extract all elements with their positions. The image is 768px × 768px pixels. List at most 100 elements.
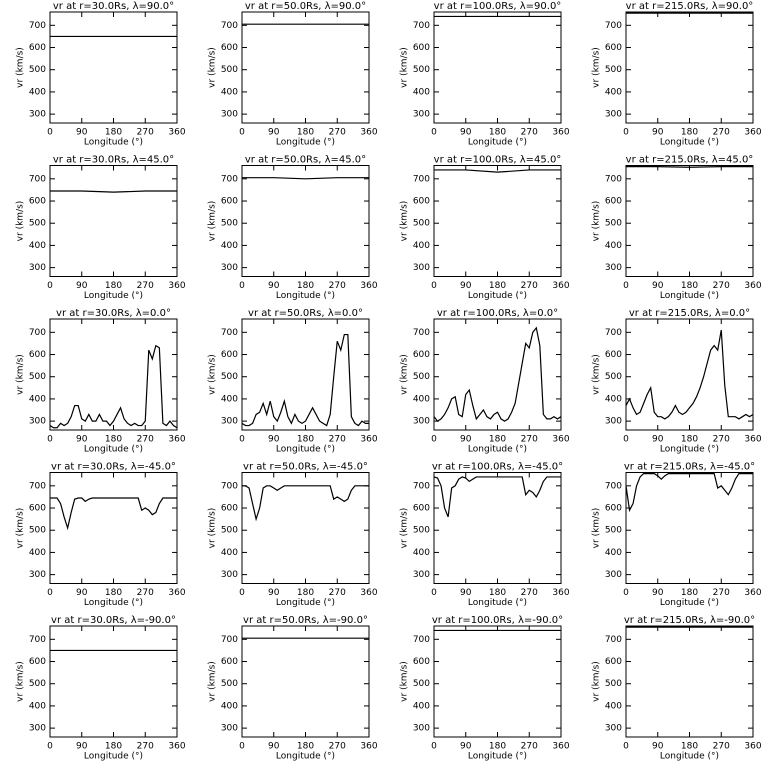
chart-title: vr at r=30.0Rs, λ=90.0° xyxy=(53,1,174,12)
x-axis-label: Longitude (°) xyxy=(660,291,719,301)
x-tick-label: 180 xyxy=(105,281,122,291)
x-tick-label: 180 xyxy=(105,435,122,445)
y-axis-label: vr (km/s) xyxy=(592,508,602,549)
plot-frame xyxy=(433,11,562,124)
y-tick-label: 400 xyxy=(221,548,238,558)
y-tick-label: 700 xyxy=(221,174,238,184)
y-tick-label: 600 xyxy=(413,350,430,360)
x-tick-label: 180 xyxy=(105,588,122,598)
y-tick-label: 400 xyxy=(221,87,238,97)
x-axis-label: Longitude (°) xyxy=(276,138,335,148)
y-tick-label: 400 xyxy=(221,241,238,251)
x-tick-label: 90 xyxy=(652,281,664,291)
y-tick-label: 500 xyxy=(605,372,622,382)
chart-title: vr at r=100.0Rs, λ=90.0° xyxy=(434,1,562,12)
y-axis-label: vr (km/s) xyxy=(400,661,410,702)
y-tick-label: 600 xyxy=(605,350,622,360)
y-axis-label: vr (km/s) xyxy=(400,354,410,395)
y-axis-label: vr (km/s) xyxy=(592,354,602,395)
y-tick-label: 600 xyxy=(221,350,238,360)
y-tick-label: 600 xyxy=(221,657,238,667)
x-tick-label: 270 xyxy=(137,588,154,598)
y-tick-label: 400 xyxy=(29,548,46,558)
y-tick-label: 700 xyxy=(29,481,46,491)
x-tick-label: 360 xyxy=(552,435,569,445)
y-tick-label: 700 xyxy=(413,328,430,338)
y-tick-label: 500 xyxy=(221,219,238,229)
y-tick-label: 500 xyxy=(29,219,46,229)
y-axis-label: vr (km/s) xyxy=(208,201,218,242)
x-axis-label: Longitude (°) xyxy=(276,445,335,455)
x-tick-label: 0 xyxy=(431,435,437,445)
data-line xyxy=(433,476,561,518)
x-tick-label: 180 xyxy=(297,588,314,598)
y-axis-label: vr (km/s) xyxy=(16,201,26,242)
x-tick-label: 180 xyxy=(105,128,122,138)
y-tick-label: 600 xyxy=(605,504,622,514)
plot-frame xyxy=(241,11,370,124)
x-tick-label: 360 xyxy=(168,435,185,445)
x-axis-label: Longitude (°) xyxy=(468,752,527,762)
x-tick-label: 180 xyxy=(681,435,698,445)
x-axis-label: Longitude (°) xyxy=(276,291,335,301)
plot-frame xyxy=(625,165,754,277)
data-line xyxy=(625,473,753,513)
x-tick-label: 360 xyxy=(168,588,185,598)
y-tick-label: 400 xyxy=(413,87,430,97)
y-tick-label: 300 xyxy=(605,110,622,120)
data-line xyxy=(241,333,369,427)
y-tick-label: 300 xyxy=(29,570,46,580)
y-tick-label: 600 xyxy=(413,43,430,53)
y-tick-label: 300 xyxy=(221,263,238,273)
x-tick-label: 90 xyxy=(268,281,280,291)
y-axis-label: vr (km/s) xyxy=(400,508,410,549)
x-tick-label: 360 xyxy=(360,128,377,138)
data-line xyxy=(50,497,177,531)
data-line xyxy=(49,344,178,429)
x-tick-label: 180 xyxy=(681,588,698,598)
x-axis-label: Longitude (°) xyxy=(84,752,143,762)
plot-frame xyxy=(49,625,178,738)
x-tick-label: 180 xyxy=(297,742,314,752)
y-tick-label: 500 xyxy=(221,526,238,536)
x-tick-label: 0 xyxy=(623,588,629,598)
x-axis-label: Longitude (°) xyxy=(660,752,719,762)
x-tick-label: 270 xyxy=(137,742,154,752)
y-axis-label: vr (km/s) xyxy=(16,47,26,88)
data-line xyxy=(433,326,562,422)
x-tick-label: 90 xyxy=(268,128,280,138)
x-tick-label: 360 xyxy=(360,742,377,752)
y-axis-label: vr (km/s) xyxy=(592,201,602,242)
y-tick-label: 700 xyxy=(413,21,430,31)
x-tick-label: 360 xyxy=(744,128,761,138)
plot-frame xyxy=(433,165,562,277)
plot-frame xyxy=(625,318,754,431)
x-tick-label: 270 xyxy=(137,128,154,138)
y-tick-label: 700 xyxy=(605,174,622,184)
plot-frame xyxy=(625,625,754,738)
x-tick-label: 180 xyxy=(297,435,314,445)
x-tick-label: 270 xyxy=(713,281,730,291)
x-tick-label: 270 xyxy=(521,128,538,138)
y-tick-label: 700 xyxy=(221,328,238,338)
x-axis-label: Longitude (°) xyxy=(84,445,143,455)
y-tick-label: 400 xyxy=(413,548,430,558)
x-axis-label: Longitude (°) xyxy=(660,598,719,608)
y-tick-label: 600 xyxy=(413,197,430,207)
x-tick-label: 0 xyxy=(47,435,53,445)
y-axis-label: vr (km/s) xyxy=(16,508,26,549)
x-tick-label: 90 xyxy=(460,128,472,138)
chart-title: vr at r=30.0Rs, λ=-45.0° xyxy=(51,462,176,473)
y-tick-label: 700 xyxy=(605,328,622,338)
x-tick-label: 0 xyxy=(623,281,629,291)
chart-title: vr at r=30.0Rs, λ=0.0° xyxy=(56,308,171,319)
x-tick-label: 270 xyxy=(521,742,538,752)
y-tick-label: 600 xyxy=(29,197,46,207)
y-tick-label: 600 xyxy=(413,657,430,667)
x-tick-label: 90 xyxy=(652,588,664,598)
x-tick-label: 90 xyxy=(268,588,280,598)
y-tick-label: 300 xyxy=(221,570,238,580)
y-tick-label: 700 xyxy=(605,481,622,491)
x-tick-label: 90 xyxy=(76,588,88,598)
y-tick-label: 400 xyxy=(605,241,622,251)
